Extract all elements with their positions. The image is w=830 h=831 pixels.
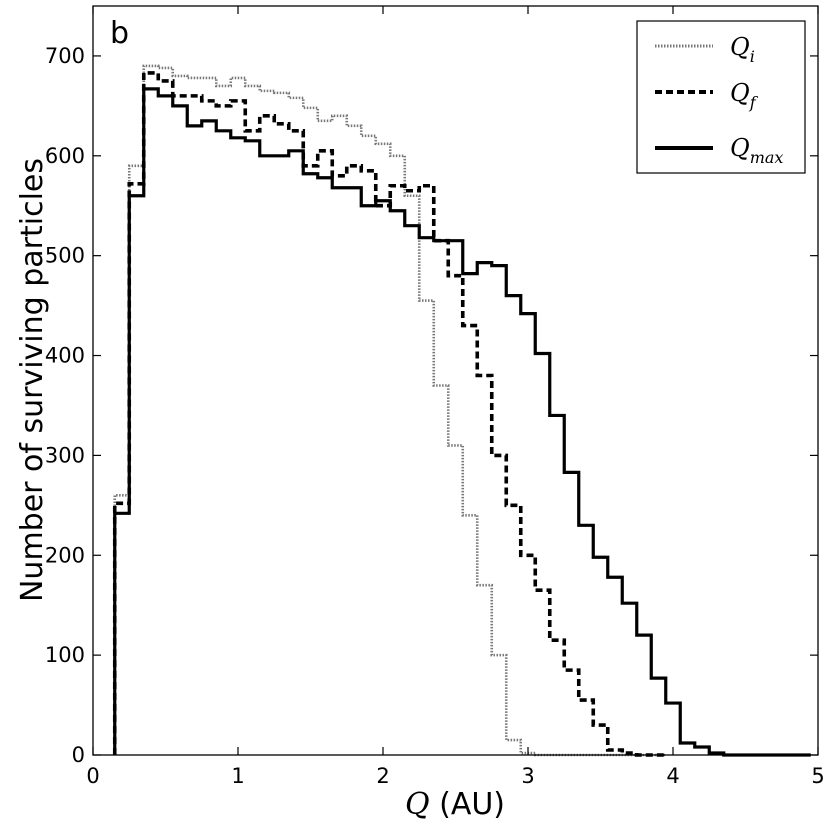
y-tick-label: 0	[72, 743, 85, 767]
x-tick-label: 4	[666, 764, 679, 788]
y-tick-label: 500	[45, 244, 85, 268]
x-tick-label: 1	[231, 764, 244, 788]
x-tick-label: 2	[376, 764, 389, 788]
ticks-layer: 0 1 2 3 4 5 0 100 200 300 400 500 600 700	[45, 6, 825, 788]
legend-label-qi: Qi	[730, 33, 755, 66]
y-tick-label: 100	[45, 643, 85, 667]
x-tick-label: 0	[86, 764, 99, 788]
y-tick-label: 300	[45, 443, 85, 467]
series-line-q-max	[113, 87, 811, 757]
legend-label-qmax: Qmax	[730, 134, 783, 167]
x-axis-label: Q (AU)	[405, 787, 505, 822]
series-layer	[112, 64, 811, 757]
series-line-q-f	[112, 71, 666, 757]
x-tick-label: 5	[811, 764, 824, 788]
y-tick-label: 200	[45, 543, 85, 567]
panel-label: b	[110, 16, 129, 51]
y-tick-label: 700	[45, 44, 85, 68]
y-tick-label: 400	[45, 344, 85, 368]
legend: Qi Qf Qmax	[636, 20, 806, 174]
x-tick-label: 3	[521, 764, 534, 788]
plot-frame	[92, 5, 819, 756]
legend-label-qf: Qf	[730, 79, 759, 112]
y-tick-label: 600	[45, 144, 85, 168]
series-line-q-i	[113, 64, 666, 757]
y-axis-label: Number of surviving particles	[15, 158, 50, 602]
